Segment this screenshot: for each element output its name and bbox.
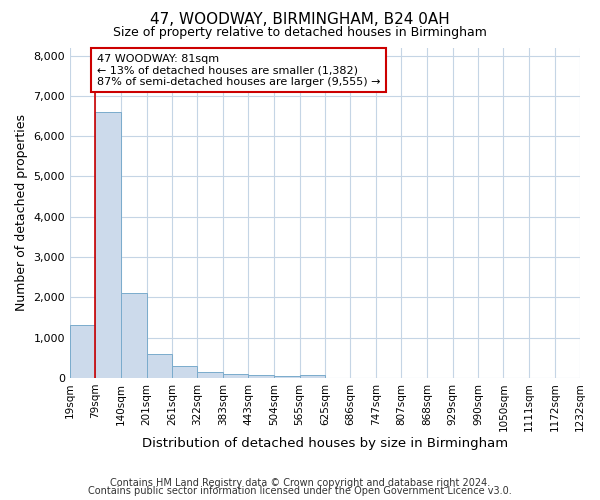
Bar xyxy=(197,372,223,378)
Text: 47 WOODWAY: 81sqm
← 13% of detached houses are smaller (1,382)
87% of semi-detac: 47 WOODWAY: 81sqm ← 13% of detached hous… xyxy=(97,54,380,86)
Bar xyxy=(121,293,146,378)
Bar xyxy=(146,354,172,378)
Bar xyxy=(172,366,197,378)
Bar xyxy=(299,376,325,378)
Bar xyxy=(274,376,299,378)
Y-axis label: Number of detached properties: Number of detached properties xyxy=(15,114,28,311)
Bar xyxy=(223,374,248,378)
X-axis label: Distribution of detached houses by size in Birmingham: Distribution of detached houses by size … xyxy=(142,437,508,450)
Bar xyxy=(248,375,274,378)
Text: Size of property relative to detached houses in Birmingham: Size of property relative to detached ho… xyxy=(113,26,487,39)
Text: Contains HM Land Registry data © Crown copyright and database right 2024.: Contains HM Land Registry data © Crown c… xyxy=(110,478,490,488)
Text: 47, WOODWAY, BIRMINGHAM, B24 0AH: 47, WOODWAY, BIRMINGHAM, B24 0AH xyxy=(150,12,450,28)
Bar xyxy=(70,326,95,378)
Text: Contains public sector information licensed under the Open Government Licence v3: Contains public sector information licen… xyxy=(88,486,512,496)
Bar xyxy=(95,112,121,378)
